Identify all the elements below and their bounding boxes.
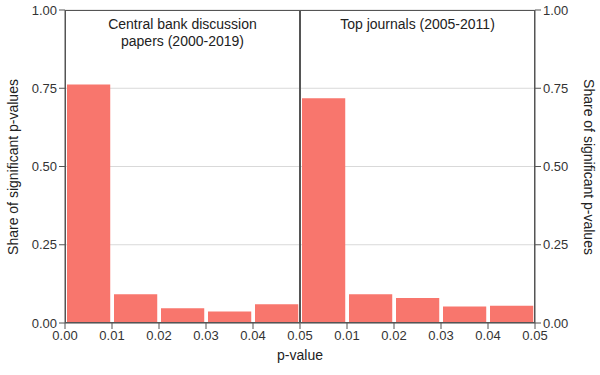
html-text:Share of significant p-values: Share of significant p-values (580, 78, 596, 255)
html-text:Top journals (2005-2011): Top journals (2005-2011) (340, 16, 495, 32)
svg-text:0.01: 0.01 (99, 328, 124, 343)
svg-text:0.25: 0.25 (32, 237, 57, 252)
html-text:Share of significant p-values: Share of significant p-values (4, 78, 20, 255)
svg-text:0.04: 0.04 (475, 328, 500, 343)
svg-text:0.03: 0.03 (428, 328, 453, 343)
svg-text:0.75: 0.75 (32, 81, 57, 96)
svg-text:0.02: 0.02 (146, 328, 171, 343)
svg-text:0.02: 0.02 (381, 328, 406, 343)
svg-text:0.00: 0.00 (32, 316, 57, 331)
html-text:Central bank discussion papers: Central bank discussion papers (2000-201… (108, 16, 257, 49)
svg-text:0.00: 0.00 (52, 328, 78, 344)
svg-text:1.00: 1.00 (543, 3, 568, 18)
svg-text:0.50: 0.50 (32, 159, 57, 174)
svg-text:0.05: 0.05 (287, 328, 312, 343)
svg-text:1.00: 1.00 (32, 3, 57, 18)
svg-text:0.04: 0.04 (240, 328, 265, 343)
svg-text:0.50: 0.50 (543, 159, 568, 174)
svg-text:0.75: 0.75 (543, 81, 568, 96)
svg-text:0.03: 0.03 (193, 328, 218, 343)
html-text:p-value: p-value (277, 347, 323, 363)
svg-text:0.01: 0.01 (334, 328, 359, 343)
svg-text:0.00: 0.00 (543, 316, 568, 331)
svg-text:0.05: 0.05 (522, 328, 548, 344)
svg-text:0.25: 0.25 (543, 237, 568, 252)
